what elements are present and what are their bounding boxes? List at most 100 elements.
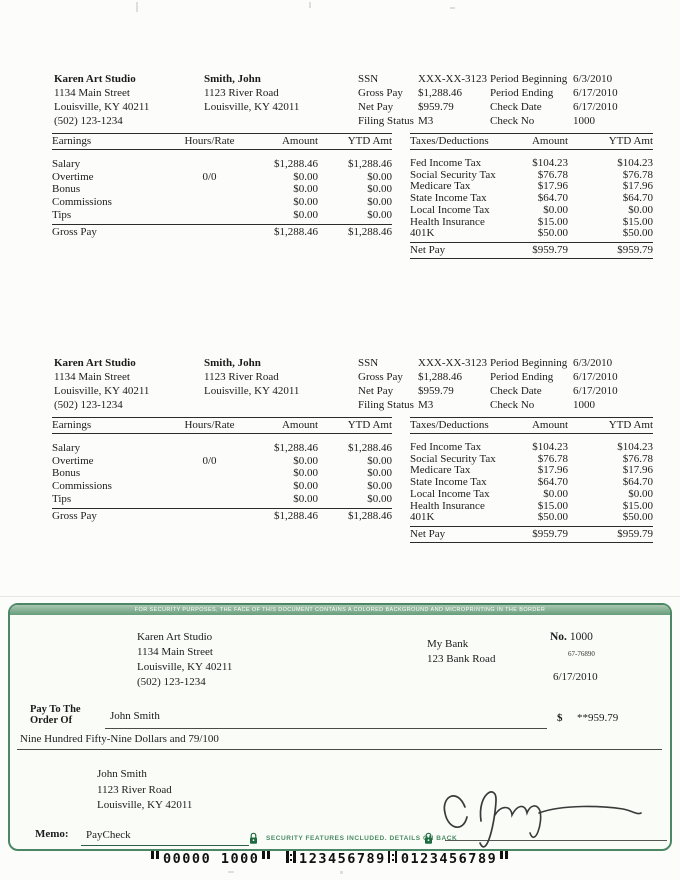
employee-city: Louisville, KY 42011 [204, 385, 300, 397]
deduction-ytd: $17.96 [622, 180, 653, 193]
scan-artifact [228, 871, 234, 873]
earnings-ytd: $0.00 [367, 467, 392, 480]
period-end-value: 6/17/2010 [573, 87, 618, 99]
deduction-ytd: $0.00 [628, 487, 653, 500]
earnings-table: Earnings Hours/Rate Amount YTD Amt Salar… [52, 133, 392, 239]
memo-label-text: Memo: [35, 828, 69, 840]
deduction-amount: $50.00 [537, 511, 568, 524]
employer-street: 1134 Main Street [54, 371, 130, 383]
earnings-row: Overtime 0/0 $0.00 $0.00 [52, 455, 392, 468]
deduction-amount: $17.96 [537, 464, 568, 477]
deduction-amount: $76.78 [537, 168, 568, 181]
deductions-col-header: Taxes/Deductions [410, 135, 489, 147]
deduction-ytd: $17.96 [622, 464, 653, 477]
earnings-row: Overtime 0/0 $0.00 $0.00 [52, 171, 392, 184]
earnings-hours-rate [167, 183, 252, 196]
deduction-ytd: $104.23 [617, 157, 653, 169]
ytd-col-header: YTD Amt [347, 135, 392, 147]
deduction-row: Social Security Tax $76.78 $76.78 [410, 452, 653, 466]
deduction-label: Medicare Tax [410, 180, 471, 193]
employee-street: 1123 River Road [204, 371, 279, 383]
deduction-label: Health Insurance [410, 215, 485, 228]
gross-pay-total-ytd: $1,288.46 [348, 509, 392, 522]
period-begin-value: 6/3/2010 [573, 73, 613, 85]
deduction-amount: $104.23 [532, 157, 568, 169]
deduction-label: Local Income Tax [410, 203, 490, 216]
deduction-ytd: $104.23 [617, 441, 653, 453]
earnings-amount: $0.00 [293, 170, 318, 183]
deduction-row: Fed Income Tax $104.23 $104.23 [410, 157, 653, 170]
deduction-label: 401K [410, 511, 435, 524]
deduction-label: Fed Income Tax [410, 441, 482, 453]
employee-city: Louisville, KY 42011 [204, 101, 300, 113]
memo-underline [81, 845, 249, 846]
earnings-ytd: $0.00 [367, 196, 392, 209]
check: FOR SECURITY PURPOSES, THE FACE OF THIS … [8, 603, 672, 851]
scan-artifact [309, 2, 311, 8]
deduction-ytd: $76.78 [622, 452, 653, 465]
period-begin-label: Period Beginning [490, 73, 568, 85]
earnings-label: Tips [52, 208, 72, 221]
memo-value: PayCheck [86, 829, 131, 841]
lock-icon [424, 832, 433, 850]
net-pay-total-ytd: $959.79 [617, 527, 653, 540]
deduction-amount: $15.00 [537, 215, 568, 228]
deduction-amount: $0.00 [543, 203, 568, 216]
scan-artifact [340, 871, 343, 874]
deduction-label: State Income Tax [410, 476, 487, 489]
deduction-label: Social Security Tax [410, 452, 496, 465]
security-banner: FOR SECURITY PURPOSES, THE FACE OF THIS … [10, 605, 670, 615]
gross-pay-row: Gross Pay $1,288.46 $1,288.46 [52, 223, 392, 239]
deduction-amount: $50.00 [537, 227, 568, 240]
deductions-amount-col-header: Amount [531, 419, 568, 431]
deductions-table: Taxes/Deductions Amount YTD Amt Fed Inco… [410, 133, 653, 259]
deduction-amount: $17.96 [537, 180, 568, 193]
check-no-value: 1000 [573, 115, 595, 127]
deduction-label: Health Insurance [410, 499, 485, 512]
earnings-label: Commissions [52, 480, 112, 493]
check-date-label: Check Date [490, 385, 542, 397]
earnings-header: Earnings Hours/Rate Amount YTD Amt [52, 417, 392, 434]
earnings-row: Commissions $0.00 $0.00 [52, 196, 392, 209]
deduction-amount: $76.78 [537, 452, 568, 465]
micr-transit-symbol [286, 851, 296, 863]
deduction-amount: $15.00 [537, 499, 568, 512]
deductions-table: Taxes/Deductions Amount YTD Amt Fed Inco… [410, 417, 653, 543]
earnings-hours-rate [167, 442, 252, 455]
employer-phone: (502) 123-1234 [54, 115, 123, 127]
net-pay-row: Net Pay $959.79 $959.79 [410, 525, 653, 543]
earnings-ytd: $0.00 [367, 492, 392, 505]
deductions-ytd-col-header: YTD Amt [608, 419, 653, 431]
gross-pay-value: $1,288.46 [418, 87, 462, 99]
deduction-row: Health Insurance $15.00 $15.00 [410, 499, 653, 513]
check-date: 6/17/2010 [553, 671, 598, 683]
earnings-amount: $1,288.46 [274, 158, 318, 170]
earnings-ytd: $0.00 [367, 208, 392, 221]
deduction-ytd: $15.00 [622, 499, 653, 512]
earnings-row: Tips $0.00 $0.00 [52, 493, 392, 506]
earnings-ytd: $0.00 [367, 170, 392, 183]
employer-street: 1134 Main Street [54, 87, 130, 99]
check-no-value: 1000 [573, 399, 595, 411]
earnings-hours-rate [167, 158, 252, 171]
deduction-ytd: $64.70 [622, 476, 653, 489]
payer-city: Louisville, KY 40211 [137, 661, 233, 673]
earnings-label: Overtime [52, 170, 94, 183]
bank-address: 123 Bank Road [427, 653, 496, 665]
deduction-amount: $0.00 [543, 487, 568, 500]
payee-addr-city: Louisville, KY 42011 [97, 799, 193, 811]
earnings-label: Commissions [52, 196, 112, 209]
earnings-amount: $1,288.46 [274, 442, 318, 454]
earnings-amount: $0.00 [293, 208, 318, 221]
pay-stub-1: Karen Art Studio 1134 Main Street Louisv… [0, 72, 680, 332]
hours-rate-col-header: Hours/Rate [184, 419, 235, 431]
earnings-amount: $0.00 [293, 196, 318, 209]
deduction-label: State Income Tax [410, 192, 487, 205]
earnings-header: Earnings Hours/Rate Amount YTD Amt [52, 133, 392, 150]
earnings-table: Earnings Hours/Rate Amount YTD Amt Salar… [52, 417, 392, 523]
deduction-amount: $64.70 [537, 476, 568, 489]
period-block: Period Beginning 6/3/2010 Period Ending 6/… [490, 72, 618, 128]
employee-street: 1123 River Road [204, 87, 279, 99]
earnings-ytd: $0.00 [367, 183, 392, 196]
earnings-amount: $0.00 [293, 480, 318, 493]
